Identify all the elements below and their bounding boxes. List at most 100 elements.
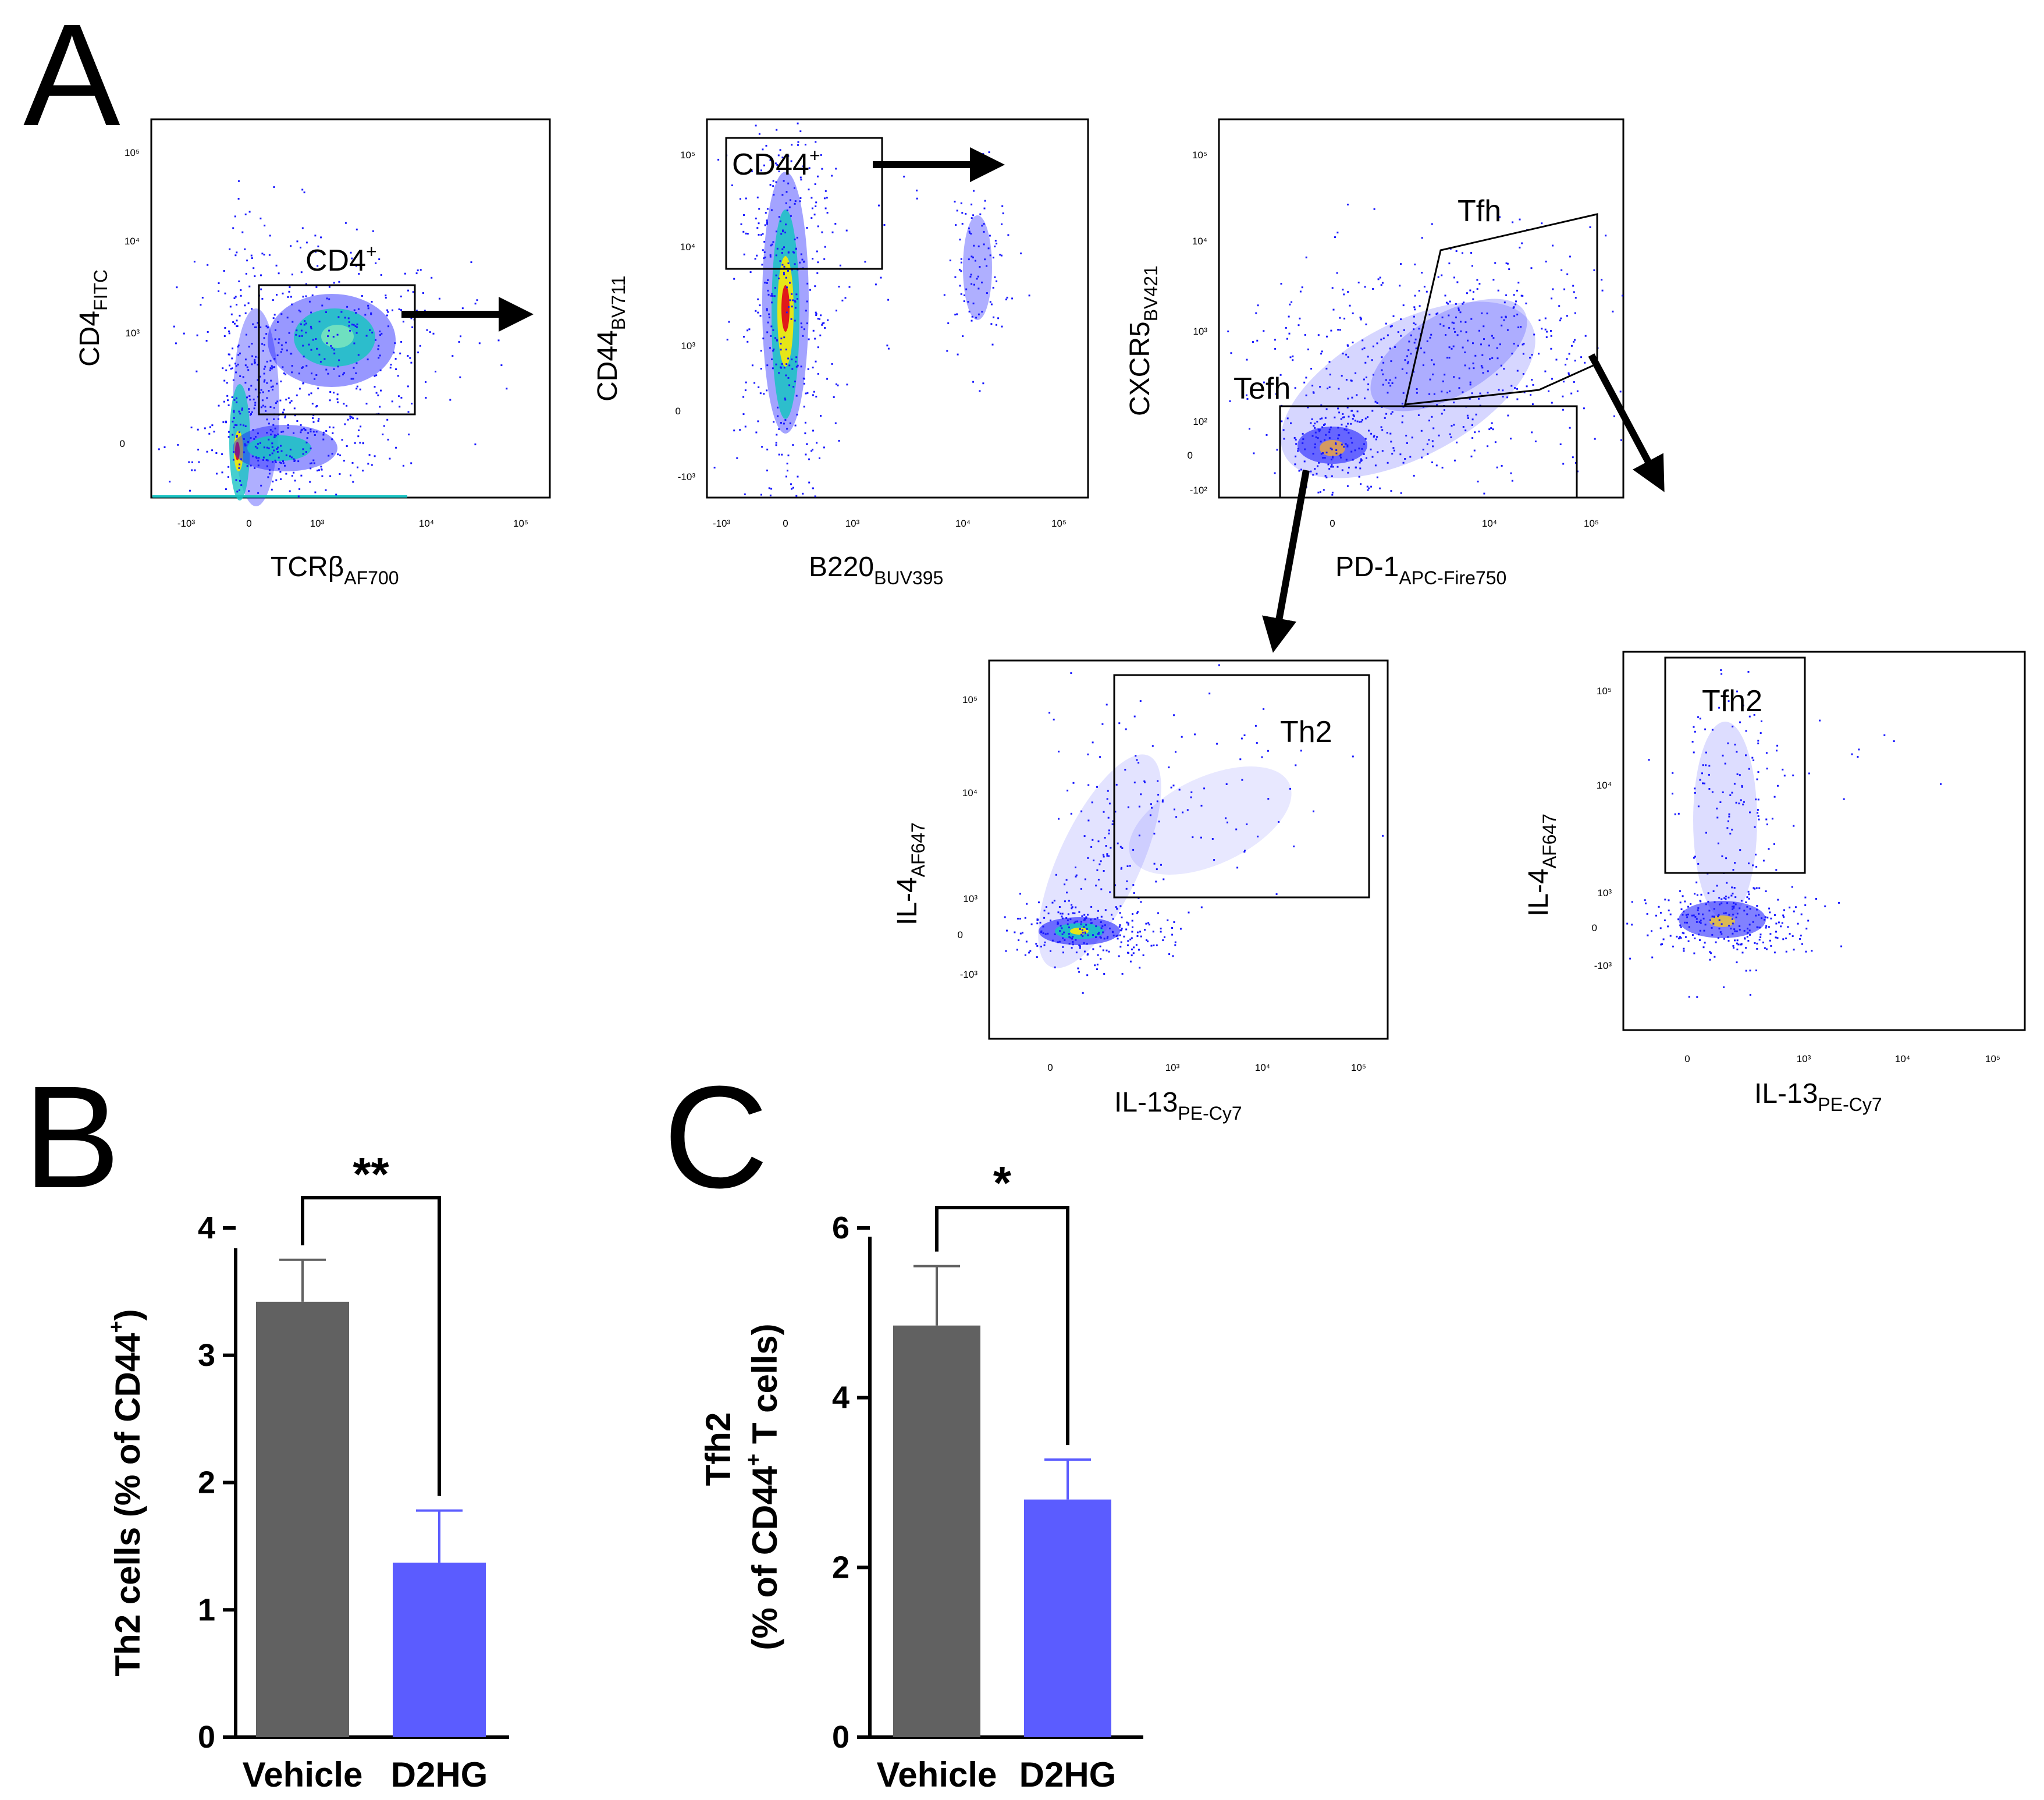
event-dot — [367, 358, 369, 361]
event-dot — [410, 317, 413, 319]
event-dot — [1148, 924, 1150, 926]
event-dot — [1815, 898, 1817, 900]
event-dot — [460, 335, 461, 338]
event-dot — [227, 399, 229, 402]
event-dot — [266, 446, 268, 449]
event-dot — [1328, 361, 1331, 363]
event-dot — [1401, 403, 1403, 405]
event-dot — [1174, 808, 1175, 811]
y-tick: 10⁵ — [680, 150, 695, 161]
event-dot — [387, 311, 389, 313]
event-dot — [1321, 350, 1323, 353]
event-dot — [381, 332, 383, 335]
event-dot — [826, 212, 829, 214]
event-dot — [276, 448, 278, 450]
event-dot — [743, 214, 745, 216]
event-dot — [795, 495, 798, 497]
event-dot — [1755, 798, 1757, 801]
event-dot — [1125, 728, 1127, 730]
event-dot — [1459, 311, 1462, 314]
event-dot — [1684, 936, 1687, 938]
event-dot — [1324, 439, 1326, 441]
event-dot — [758, 208, 760, 210]
error-bars — [279, 1258, 463, 1563]
event-dot — [253, 438, 255, 440]
event-dot — [992, 286, 994, 289]
event-dot — [266, 382, 268, 384]
event-dot — [1746, 936, 1748, 938]
event-dot — [1257, 304, 1259, 307]
event-dot — [963, 300, 965, 303]
event-dot — [1100, 927, 1103, 929]
event-dot — [1732, 725, 1734, 727]
event-dot — [246, 366, 248, 368]
event-dot — [1746, 896, 1748, 899]
event-dot — [1747, 940, 1750, 942]
x-tick: -10³ — [713, 518, 731, 529]
event-dot — [1401, 368, 1403, 370]
event-dot — [1168, 766, 1170, 769]
event-dot — [1119, 905, 1122, 907]
event-dot — [338, 281, 340, 283]
event-dot — [1229, 400, 1231, 402]
event-dot — [1753, 713, 1755, 716]
event-dot — [365, 335, 368, 337]
event-dot — [191, 469, 193, 471]
event-dot — [318, 353, 321, 356]
event-dot — [1065, 917, 1068, 919]
event-dot — [1777, 784, 1779, 787]
event-dot — [1213, 859, 1215, 861]
event-dot — [779, 149, 781, 151]
event-dot — [275, 329, 276, 331]
event-dot — [372, 230, 374, 232]
event-dot — [1036, 919, 1039, 921]
event-dot — [1708, 910, 1711, 912]
event-dot — [1691, 914, 1693, 917]
event-dot — [1024, 954, 1026, 956]
event-dot — [367, 304, 369, 307]
y-tick-label: 4 — [198, 1210, 215, 1245]
event-dot — [1471, 418, 1474, 421]
event-dot — [1194, 733, 1196, 736]
event-dot — [1364, 417, 1367, 420]
event-dot — [781, 264, 784, 266]
event-dot — [1001, 223, 1003, 225]
event-dot — [1347, 291, 1349, 293]
event-dot — [846, 384, 848, 386]
event-dot — [763, 393, 765, 395]
event-dot — [312, 339, 314, 341]
event-dot — [1715, 941, 1717, 943]
event-dot — [1454, 459, 1456, 461]
x-tick: 10⁵ — [513, 518, 528, 529]
event-dot — [271, 488, 273, 491]
event-dot — [1371, 410, 1374, 412]
event-dot — [342, 374, 344, 375]
event-dot — [1469, 384, 1471, 386]
event-dot — [221, 471, 223, 474]
event-dot — [1472, 362, 1474, 364]
event-dot — [265, 333, 268, 335]
event-dot — [748, 328, 751, 331]
event-dot — [1039, 921, 1041, 924]
event-dot — [1069, 918, 1072, 921]
event-dot — [808, 481, 811, 484]
event-dot — [1418, 328, 1420, 330]
y-tick-label: 2 — [198, 1465, 215, 1500]
event-dot — [1513, 306, 1515, 308]
event-dot — [771, 243, 773, 246]
event-dot — [1757, 812, 1759, 814]
event-dot — [786, 463, 788, 464]
event-dot — [971, 283, 973, 285]
event-dot — [207, 264, 209, 266]
event-dot — [1064, 900, 1066, 903]
event-dot — [1311, 435, 1314, 437]
event-dot — [1428, 393, 1431, 395]
event-dot — [1126, 865, 1129, 867]
event-dot — [989, 235, 991, 237]
event-dot — [1020, 252, 1022, 254]
event-dot — [1320, 441, 1322, 443]
event-dot — [1325, 452, 1328, 454]
y-axis-label: CD44BV711 — [592, 276, 629, 402]
event-dot — [1551, 378, 1553, 380]
event-dot — [1487, 370, 1489, 372]
